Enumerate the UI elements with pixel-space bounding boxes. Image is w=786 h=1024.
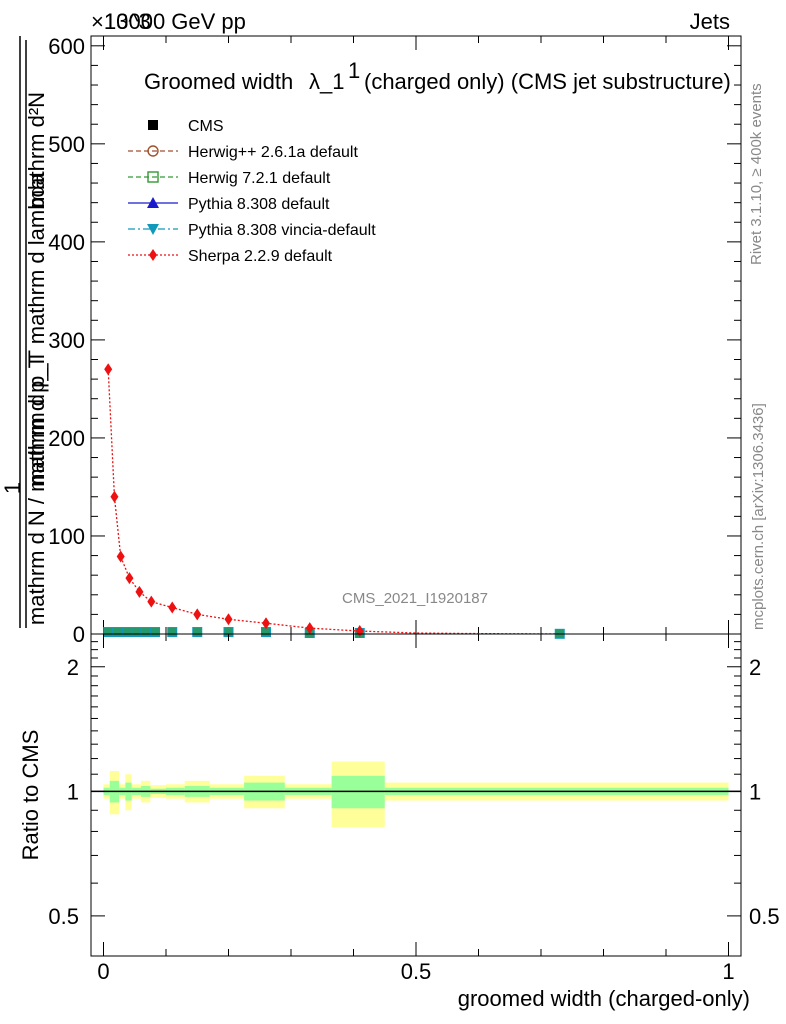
- ratio-y-tick-label: 0.5: [48, 904, 79, 929]
- ylabel-denominator: mathrm d N / mathrm d p_T: [24, 355, 49, 625]
- y-exponent-label: ×10^3: [91, 9, 151, 34]
- ratio-x-axis: 0 0.5 1: [97, 634, 735, 984]
- sherpa-data-point: [168, 601, 177, 614]
- cms-data-point: [168, 628, 177, 637]
- main-y-axis: 0 100 200 300 400 500 600: [48, 34, 741, 647]
- ratio-y-tick-label-right: 1: [749, 779, 761, 804]
- ylabel-numerator-2: mathrm d p_T mathrm d lambda: [24, 172, 49, 487]
- cms-data-point: [151, 628, 160, 637]
- chart-title: Groomed width λ_1 1 (charged only) (CMS …: [144, 58, 731, 94]
- analysis-watermark: CMS_2021_I1920187: [342, 590, 488, 607]
- sherpa-data-point: [135, 585, 144, 598]
- x-axis-label: groomed width (charged-only): [458, 986, 750, 1011]
- legend-marker: [147, 145, 159, 157]
- cms-data-point: [122, 628, 131, 637]
- ratio-y-label: Ratio to CMS: [18, 730, 43, 861]
- main-y-tick-label: 200: [48, 426, 85, 451]
- sherpa-data-point: [262, 617, 270, 630]
- sherpa-data-point: [104, 363, 113, 376]
- ylabel-numerator: mathrm d²N: [24, 92, 49, 208]
- ylabel-one: 1: [0, 482, 25, 494]
- main-x-ticks: [103, 36, 729, 634]
- cms-data-point: [104, 628, 113, 637]
- cms-data-point: [224, 628, 233, 637]
- legend-entry: Pythia 8.308 vincia-default: [188, 222, 376, 239]
- ratio-bands-layer: [103, 761, 729, 827]
- x-tick-label: 1: [722, 959, 734, 984]
- legend: CMS Herwig++ 2.6.1a default Herwig 7.2.1 d…: [128, 118, 376, 265]
- legend-entry: Herwig++ 2.6.1a default: [188, 144, 358, 161]
- cms-data-point: [262, 628, 270, 637]
- cms-data-point: [141, 628, 150, 637]
- energy-label: 13000 GeV pp: [104, 9, 246, 34]
- legend-entry: CMS: [188, 118, 224, 135]
- sherpa-data-point: [305, 622, 314, 635]
- legend-marker: [147, 224, 159, 235]
- sherpa-data-point: [125, 572, 134, 585]
- main-data-layer: [103, 363, 565, 639]
- sherpa-data-point: [110, 490, 119, 503]
- legend-entry: Pythia 8.308 default: [188, 196, 330, 213]
- legend-marker: [149, 249, 157, 261]
- legend-marker: [147, 171, 159, 183]
- main-y-tick-label: 100: [48, 524, 85, 549]
- title-rest: (charged only) (CMS jet substructure): [364, 69, 731, 94]
- main-y-tick-label: 500: [48, 132, 85, 157]
- mcplots-label: mcplots.cern.ch [arXiv:1306.3436]: [750, 403, 767, 630]
- legend-marker: [147, 197, 159, 208]
- cms-data-point: [113, 628, 122, 637]
- x-tick-label: 0: [97, 959, 109, 984]
- ratio-y-tick-label-right: 2: [749, 655, 761, 680]
- legend-entry: Herwig 7.2.1 default: [188, 170, 331, 187]
- ratio-y-tick-label-right: 0.5: [749, 904, 780, 929]
- sherpa-data-point: [193, 608, 202, 621]
- main-y-tick-label: 600: [48, 34, 85, 59]
- legend-entry: Sherpa 2.2.9 default: [188, 248, 333, 265]
- main-y-tick-label: 300: [48, 328, 85, 353]
- main-y-tick-label: 400: [48, 230, 85, 255]
- process-label: Jets: [690, 9, 730, 34]
- cms-data-point: [132, 628, 141, 637]
- ratio-y-axis: 0.5 0.5 1 1 2 2: [48, 641, 780, 929]
- sherpa-series-line: [107, 369, 560, 635]
- legend-marker: [148, 120, 158, 130]
- cms-data-point: [193, 628, 202, 637]
- title-main: Groomed width: [144, 69, 293, 94]
- sherpa-data-point: [147, 595, 156, 608]
- x-tick-label: 0.5: [401, 959, 432, 984]
- main-y-axis-label: 1 mathrm d N / mathrm d p_T mathrm d²N m…: [0, 36, 49, 628]
- title-lambda: λ_1: [309, 69, 344, 94]
- title-superscript: 1: [348, 58, 360, 83]
- sherpa-data-point: [224, 613, 233, 626]
- ratio-y-tick-label: 1: [67, 779, 79, 804]
- ratio-y-tick-label: 2: [67, 655, 79, 680]
- rivet-label: Rivet 3.1.10, ≥ 400k events: [748, 83, 765, 265]
- sherpa-data-point: [116, 550, 125, 563]
- main-y-tick-label: 0: [73, 622, 85, 647]
